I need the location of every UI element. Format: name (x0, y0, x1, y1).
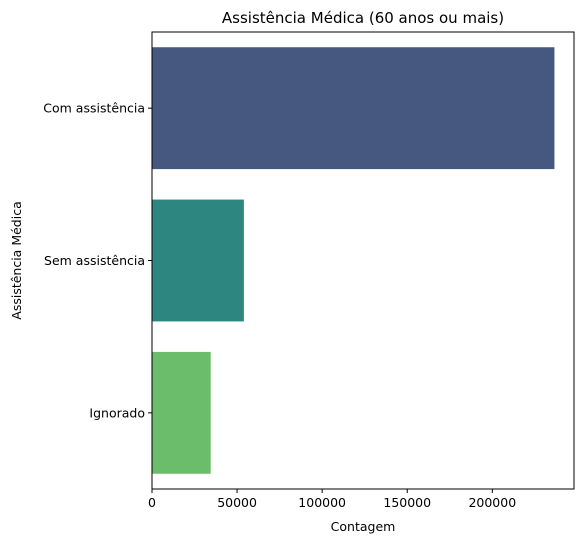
bar-0 (152, 47, 555, 170)
x-axis-label: Contagem (331, 519, 396, 534)
x-tick-group: 0 50000 100000 150000 200000 (148, 489, 516, 510)
x-tick-label-1: 50000 (217, 495, 257, 510)
y-tick-label-1: Sem assistência (44, 253, 145, 268)
chart-title: Assistência Médica (60 anos ou mais) (222, 9, 504, 27)
y-tick-group: Com assistência Sem assistência Ignorado (43, 101, 152, 420)
bars-group (152, 47, 555, 474)
x-tick-label-2: 100000 (298, 495, 346, 510)
x-tick-label-3: 150000 (383, 495, 431, 510)
x-tick-label-0: 0 (148, 495, 156, 510)
x-tick-label-4: 200000 (468, 495, 516, 510)
y-tick-label-0: Com assistência (43, 101, 145, 116)
bar-1 (152, 199, 244, 322)
y-axis-label: Assistência Médica (9, 201, 24, 319)
y-tick-label-2: Ignorado (89, 405, 145, 420)
bar-2 (152, 351, 211, 474)
plot-frame (151, 31, 575, 490)
